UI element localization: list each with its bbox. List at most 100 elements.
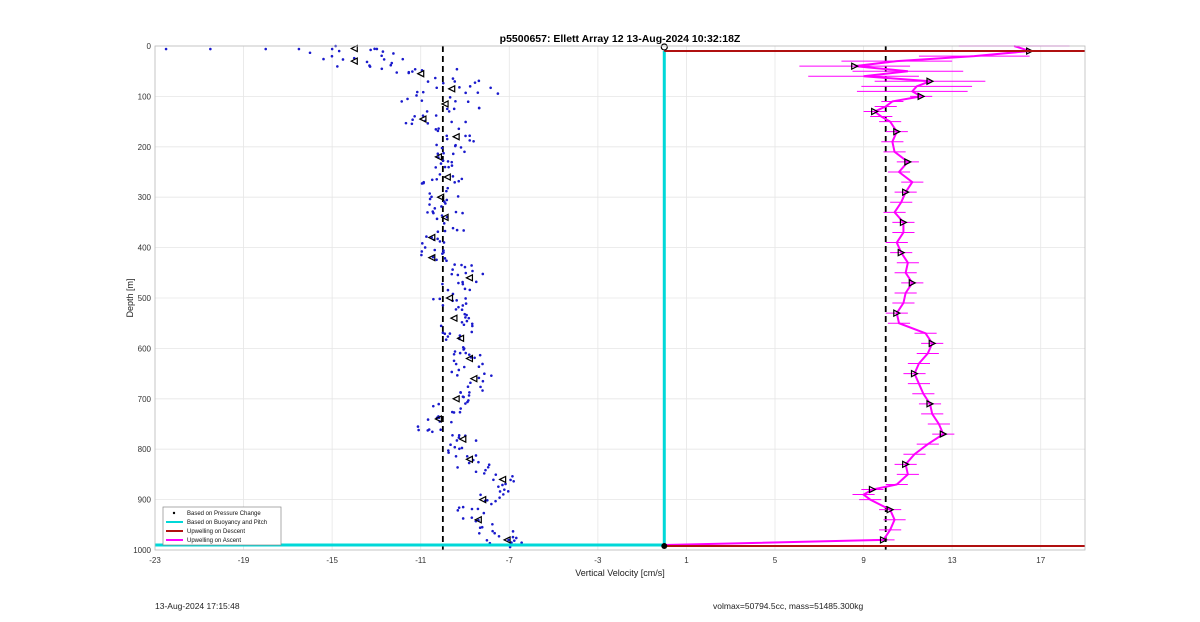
pressure-change-point <box>457 506 461 510</box>
pressure-change-point <box>471 269 474 273</box>
pressure-change-point <box>482 511 486 515</box>
pressure-change-point <box>450 420 453 424</box>
pressure-change-point <box>486 465 490 469</box>
pressure-change-point <box>430 195 433 199</box>
pressure-change-point <box>497 535 501 538</box>
pressure-change-point <box>441 282 444 286</box>
pressure-change-point <box>456 273 460 277</box>
pressure-change-point <box>462 395 465 399</box>
pressure-change-point <box>470 507 474 511</box>
footer-timestamp: 13-Aug-2024 17:15:48 <box>155 601 240 611</box>
pressure-change-point <box>413 114 416 118</box>
pressure-change-point <box>382 58 386 61</box>
pressure-change-point <box>476 507 480 511</box>
pressure-change-point <box>471 324 474 328</box>
pressure-change-point <box>436 152 440 156</box>
pressure-change-point <box>389 63 393 67</box>
pressure-change-point <box>433 207 437 210</box>
pressure-change-point <box>456 374 459 377</box>
pressure-change-point <box>436 237 439 241</box>
pressure-change-marker <box>498 475 507 484</box>
pressure-change-point <box>470 264 473 267</box>
pressure-change-point <box>461 345 465 349</box>
pressure-change-point <box>459 407 462 410</box>
y-tick-label: 300 <box>138 193 152 202</box>
pressure-change-point <box>492 478 495 482</box>
pressure-change-point <box>484 468 487 472</box>
pressure-change-point <box>458 447 461 451</box>
pressure-change-point <box>512 479 515 483</box>
pressure-change-point <box>455 67 459 71</box>
pressure-change-point <box>498 490 502 493</box>
pressure-change-point <box>464 351 468 355</box>
pressure-change-point <box>443 257 447 260</box>
pressure-change-point <box>433 76 437 80</box>
pressure-change-point <box>458 86 461 89</box>
pressure-change-point <box>520 541 523 544</box>
pressure-change-point <box>494 499 497 503</box>
x-tick-label: 1 <box>684 556 689 565</box>
pressure-change-point <box>477 106 481 110</box>
pressure-change-point <box>457 368 461 372</box>
pressure-change-point <box>439 428 442 432</box>
pressure-change-point <box>463 287 467 291</box>
pressure-change-point <box>447 451 450 454</box>
x-tick-label: -7 <box>506 556 514 565</box>
ascent-marker <box>899 218 908 227</box>
pressure-change-point <box>474 280 478 284</box>
pressure-change-point <box>458 410 462 414</box>
pressure-change-point <box>439 162 443 165</box>
pressure-change-point <box>438 240 442 243</box>
pressure-change-point <box>459 146 463 149</box>
pressure-change-point <box>439 324 443 328</box>
pressure-change-point <box>330 54 334 58</box>
pressure-change-point <box>454 99 457 103</box>
pressure-change-point <box>425 235 428 238</box>
pressure-change-point <box>420 253 423 257</box>
pressure-change-point <box>452 352 456 356</box>
pressure-change-point <box>462 365 466 369</box>
pressure-change-point <box>445 259 448 263</box>
pressure-change-point <box>474 439 478 442</box>
pressure-change-point <box>435 258 438 262</box>
pressure-change-point <box>437 127 440 130</box>
pressure-change-point <box>441 81 445 85</box>
plot-frame <box>154 45 1086 551</box>
pressure-change-point <box>468 391 471 394</box>
pressure-change-point <box>450 164 454 167</box>
pressure-change-point <box>406 97 409 101</box>
pressure-change-point <box>507 538 510 542</box>
pressure-change-series <box>164 44 523 549</box>
x-tick-label: -11 <box>415 556 427 565</box>
y-tick-label: 900 <box>138 496 152 505</box>
ascent-marker <box>897 248 906 257</box>
pressure-change-point <box>457 305 460 309</box>
pressure-change-point <box>164 47 168 51</box>
pressure-change-point <box>452 411 456 414</box>
pressure-change-point <box>445 134 449 138</box>
pressure-change-point <box>438 297 442 301</box>
pressure-change-point <box>308 51 312 55</box>
pressure-change-point <box>456 509 460 512</box>
reference-lines <box>441 46 887 550</box>
y-tick-label: 1000 <box>133 546 151 555</box>
pressure-change-point <box>446 288 450 292</box>
pressure-change-marker <box>469 374 478 383</box>
ascent-marker <box>879 535 888 544</box>
pressure-change-marker <box>349 57 358 66</box>
pressure-change-point <box>477 79 481 83</box>
pressure-change-point <box>457 127 461 131</box>
pressure-change-point <box>453 80 457 83</box>
chart-title: p5500657: Ellett Array 12 13-Aug-2024 10… <box>500 33 741 45</box>
pressure-change-marker <box>465 273 474 282</box>
pressure-change-point <box>462 229 465 232</box>
pressure-change-point <box>380 67 384 71</box>
pressure-change-point <box>322 57 325 61</box>
pressure-change-point <box>209 47 212 51</box>
pressure-change-marker <box>427 253 436 262</box>
pressure-change-point <box>493 531 496 535</box>
pressure-change-point <box>454 308 458 311</box>
pressure-change-point <box>465 454 469 458</box>
pressure-change-point <box>297 47 301 51</box>
